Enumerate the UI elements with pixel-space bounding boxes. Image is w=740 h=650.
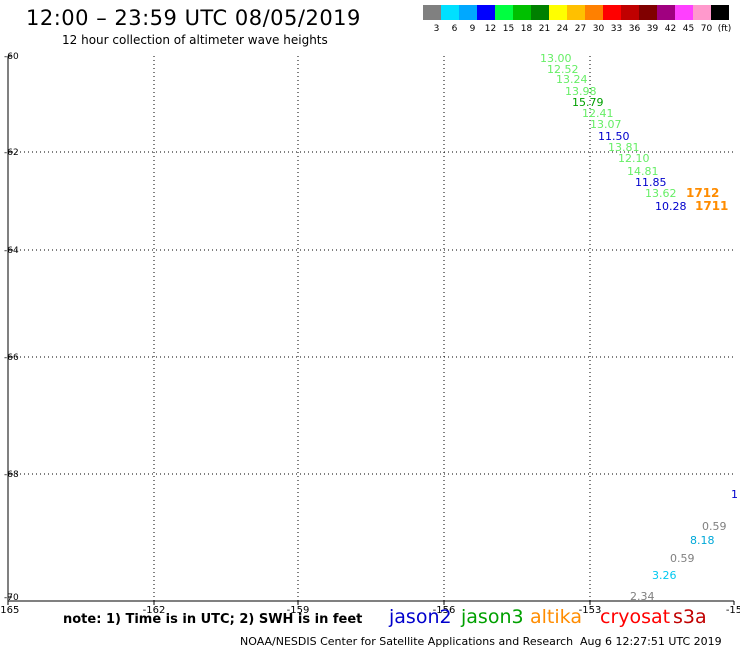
wave-height-label: 10.28 (655, 200, 687, 213)
y-tick-label: -68 (4, 470, 19, 480)
satellite-label-altika: altika (530, 606, 582, 628)
colorbar-label: (ft) (718, 24, 732, 34)
wave-height-label: 13.07 (590, 118, 622, 131)
colorbar-label: 27 (575, 24, 586, 34)
colorbar-swatch (693, 5, 711, 20)
satellite-label-s3a: s3a (673, 606, 707, 628)
wave-height-label: 13.24 (556, 73, 588, 86)
chart-subtitle: 12 hour collection of altimeter wave hei… (62, 33, 328, 47)
wave-height-label: 13.81 (608, 141, 640, 154)
colorbar-label: 42 (665, 24, 676, 34)
wave-height-label: 13.62 (645, 187, 677, 200)
x-tick-label: -15 (726, 605, 740, 616)
colorbar-swatch (711, 5, 729, 20)
colorbar-label: 33 (611, 24, 622, 34)
wave-height-label: 0.59 (702, 520, 727, 533)
chart-title: 12:00 – 23:59 UTC 08/05/2019 (26, 6, 361, 30)
colorbar-swatch (423, 5, 441, 20)
colorbar-label: 39 (647, 24, 659, 34)
colorbar-swatch (549, 5, 567, 20)
wave-height-label: 13.00 (540, 52, 572, 65)
wave-height-label: 3.26 (652, 569, 677, 582)
colorbar-label: 12 (485, 24, 496, 34)
wave-height-label: 1711 (695, 199, 728, 213)
wave-height-label: 1712 (686, 186, 719, 200)
satellite-label-cryosat: cryosat (600, 606, 671, 628)
colorbar-swatch (675, 5, 693, 20)
colorbar-swatch (441, 5, 459, 20)
wave-height-label: 0.59 (670, 552, 695, 565)
colorbar-swatch (531, 5, 549, 20)
wave-height-label: 12.41 (582, 107, 614, 120)
footer-timestamp: Aug 6 12:27:51 UTC 2019 (580, 635, 722, 648)
wave-height-label: 12.52 (547, 63, 579, 76)
wave-height-label: 1 (731, 488, 738, 501)
wave-height-label: 8.18 (690, 534, 715, 547)
colorbar-label: 30 (593, 24, 605, 34)
colorbar-label: 9 (470, 24, 476, 34)
colorbar-label: 36 (629, 24, 641, 34)
colorbar-swatch (621, 5, 639, 20)
x-tick-label: -159 (287, 605, 310, 616)
y-tick-label: -70 (4, 593, 19, 603)
wave-height-label: 2.34 (630, 590, 655, 603)
colorbar-label: 45 (683, 24, 694, 34)
colorbar-swatch (657, 5, 675, 20)
colorbar-swatch (639, 5, 657, 20)
colorbar-swatch (585, 5, 603, 20)
colorbar-label: 18 (521, 24, 533, 34)
y-tick-label: -64 (4, 246, 19, 256)
y-tick-label: -66 (4, 353, 19, 363)
units-note: note: 1) Time is in UTC; 2) SWH is in fe… (63, 612, 363, 627)
satellite-label-jason3: jason3 (461, 606, 524, 628)
x-tick-label: -153 (579, 605, 602, 616)
wave-height-label: 11.50 (598, 130, 630, 143)
x-tick-label: -165 (0, 605, 19, 616)
wave-height-label: 15.79 (572, 96, 604, 109)
footer-credit: NOAA/NESDIS Center for Satellite Applica… (240, 635, 574, 648)
colorbar-swatch (567, 5, 585, 20)
colorbar-swatch (459, 5, 477, 20)
y-tick-label: -62 (4, 148, 19, 158)
colorbar-swatch (513, 5, 531, 20)
colorbar-legend: 3 6 9 12 15 18 21 24 27 30 33 36 39 42 45 70 (ft) (423, 5, 732, 34)
colorbar-swatch (603, 5, 621, 20)
x-tick-label: -162 (143, 605, 166, 616)
wave-height-label: 14.81 (627, 165, 659, 178)
wave-height-label: 11.85 (635, 176, 667, 189)
colorbar-label: 3 (434, 24, 440, 34)
colorbar-label: 21 (539, 24, 550, 34)
colorbar-swatch (477, 5, 495, 20)
y-tick-label: -60 (4, 52, 19, 62)
satellite-label-jason2: jason2 (389, 606, 452, 628)
colorbar-label: 15 (503, 24, 514, 34)
colorbar-label: 24 (557, 24, 569, 34)
wave-height-label: 12.10 (618, 152, 650, 165)
wave-height-label: 13.98 (565, 85, 597, 98)
colorbar-label: 6 (452, 24, 458, 34)
colorbar-label: 70 (701, 24, 713, 34)
colorbar-swatch (495, 5, 513, 20)
x-tick-label: -156 (433, 605, 456, 616)
